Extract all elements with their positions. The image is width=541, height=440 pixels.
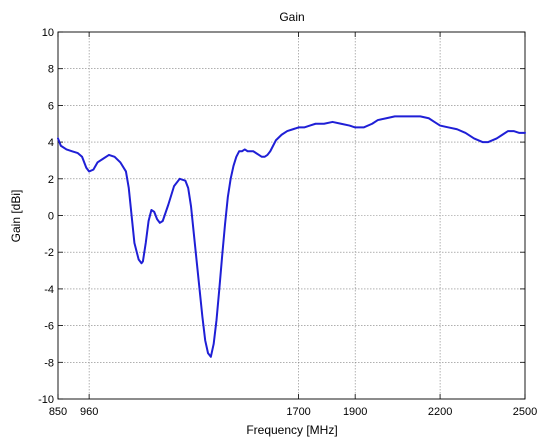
tick-labels: 850 960 1700 1900 2200 2500 -10 -8 -6 -4 -2 0 2 4 6 8 10 — [38, 27, 537, 418]
y-tick-label: 4 — [48, 137, 54, 149]
y-tick-label: 10 — [42, 27, 54, 39]
y-tick-label: -8 — [44, 357, 54, 369]
y-tick-label: 8 — [48, 64, 54, 76]
gain-series-line — [57, 115, 526, 358]
x-tick-label: 1900 — [343, 406, 367, 418]
y-tick-label: -10 — [38, 394, 54, 406]
y-tick-label: 0 — [48, 211, 54, 223]
x-tick-label: 1700 — [286, 406, 310, 418]
y-tick-label: 2 — [48, 174, 54, 186]
chart-title: Gain — [279, 10, 304, 24]
y-tick-label: -2 — [44, 247, 54, 259]
x-tick-label: 2500 — [513, 406, 537, 418]
y-tick-label: -6 — [44, 321, 54, 333]
series-group — [57, 115, 526, 358]
x-axis-label: Frequency [MHz] — [246, 423, 337, 437]
y-tick-label: 6 — [48, 100, 54, 112]
x-tick-label: 2200 — [428, 406, 452, 418]
x-tick-label: 850 — [49, 406, 67, 418]
plot-area — [57, 31, 526, 400]
grid — [58, 32, 525, 399]
y-axis-label: Gain [dBi] — [9, 190, 23, 243]
x-tick-label: 960 — [80, 406, 98, 418]
axis-ticks — [57, 31, 526, 400]
y-tick-label: -4 — [44, 284, 54, 296]
